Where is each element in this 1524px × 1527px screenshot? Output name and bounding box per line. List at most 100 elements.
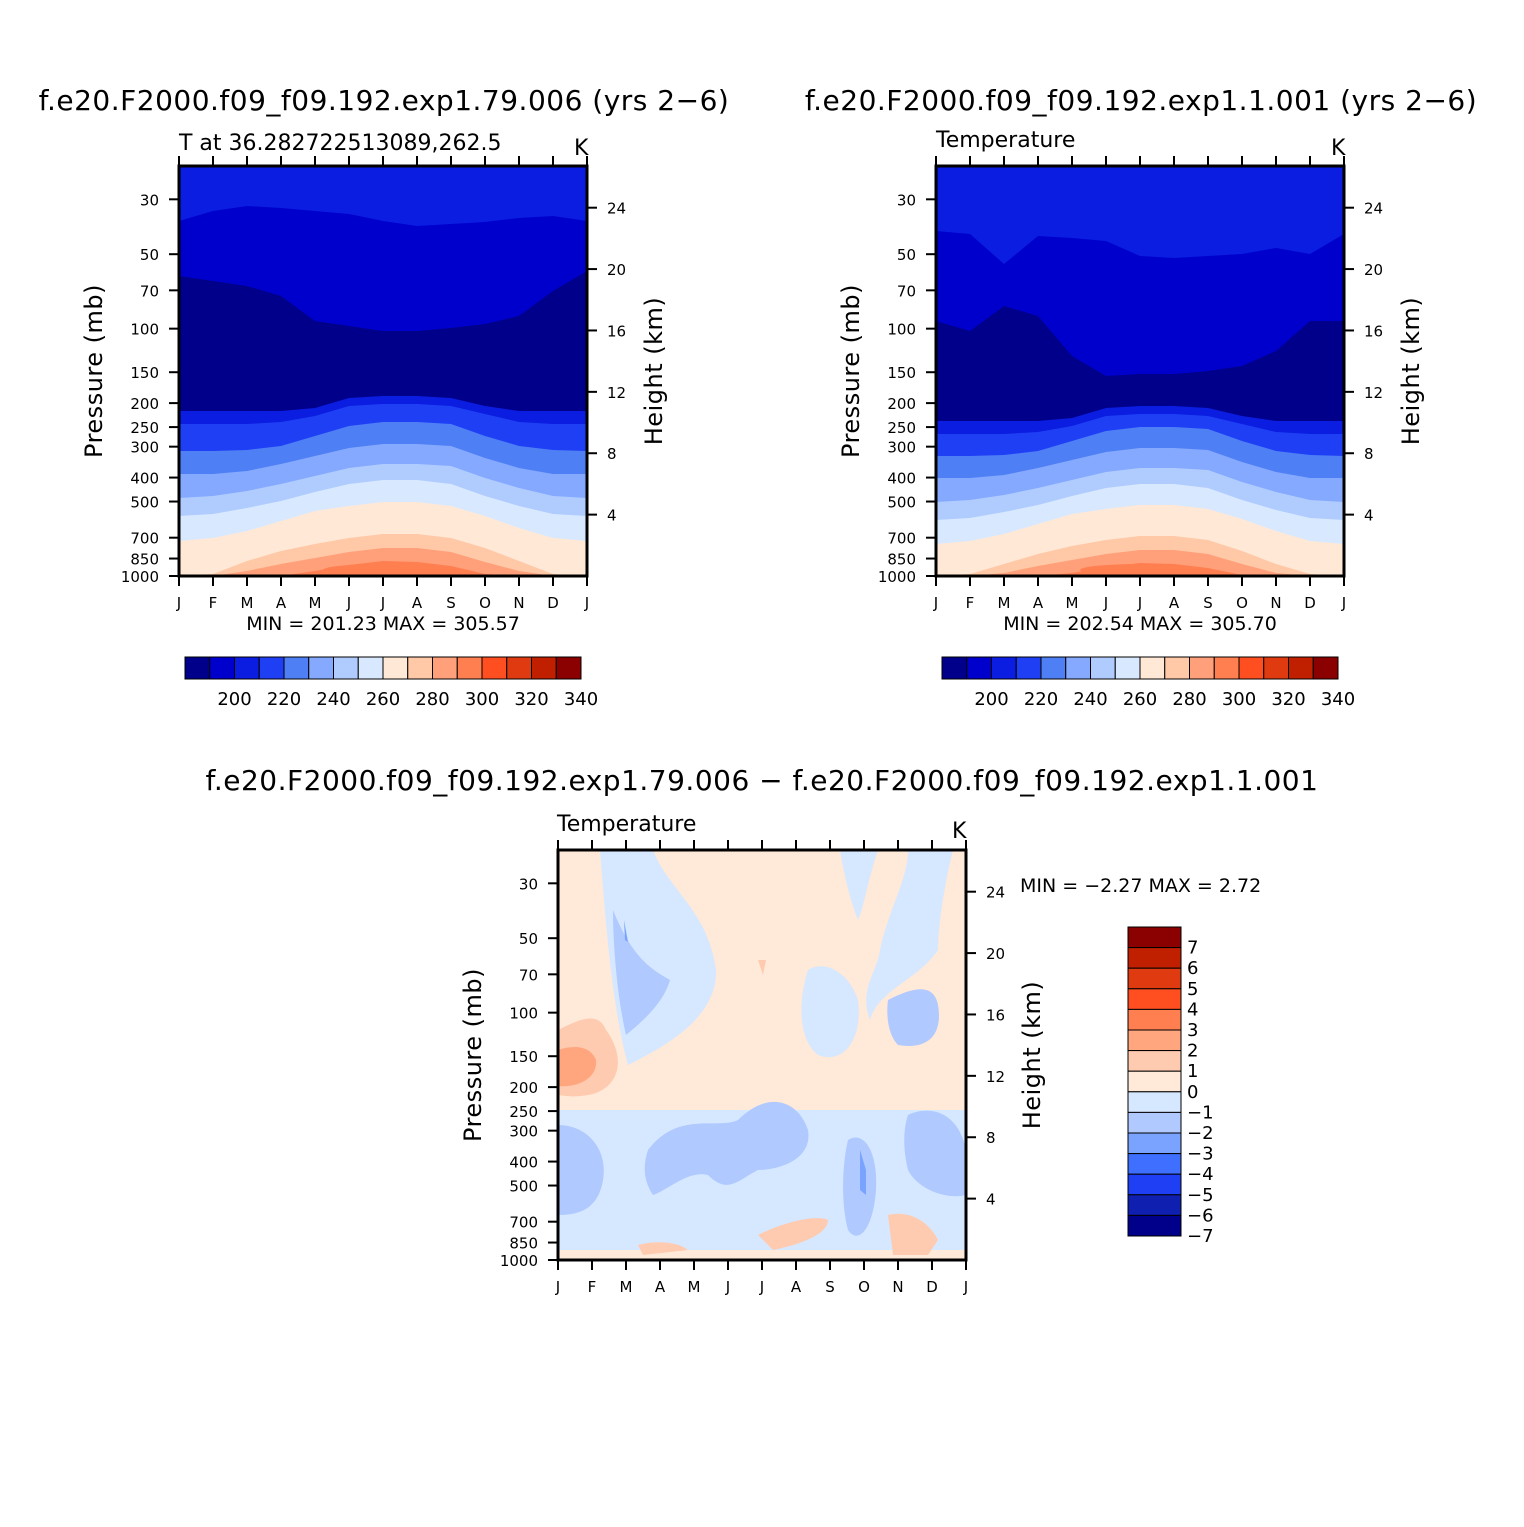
y-tick-label: 850 bbox=[130, 551, 159, 569]
colorbar-tick-label: 260 bbox=[366, 689, 400, 710]
x-tick-label: A bbox=[276, 594, 287, 612]
y-tick-label: 70 bbox=[897, 282, 916, 300]
colorbar-box bbox=[1127, 1194, 1182, 1216]
x-tick-label: D bbox=[1304, 594, 1316, 612]
panel-a-subtitle: T at 36.282722513089,262.5 bbox=[178, 131, 501, 156]
colorbar-tick-label: 220 bbox=[267, 689, 301, 710]
x-tick-label: M bbox=[688, 1278, 701, 1296]
x-tick-label: J bbox=[346, 594, 351, 612]
y-right-tick-label: 16 bbox=[986, 1006, 1005, 1024]
colorbar-tick-label: 280 bbox=[1172, 689, 1206, 710]
colorbar-box bbox=[1139, 656, 1166, 680]
y-right-tick-label: 20 bbox=[607, 261, 626, 279]
x-tick-label: O bbox=[479, 594, 491, 612]
y-right-tick-label: 24 bbox=[607, 200, 626, 218]
diff-region-cool-6 bbox=[801, 966, 859, 1058]
panel-model-b: f.e20.F2000.f09_f09.192.exp1.1.001 (yrs … bbox=[805, 84, 1477, 710]
colorbar-tick-label: 240 bbox=[1073, 689, 1107, 710]
y-tick-label: 150 bbox=[887, 364, 916, 382]
y-tick-label: 70 bbox=[140, 282, 159, 300]
colorbar-tick-label: 220 bbox=[1024, 689, 1058, 710]
y-tick-label: 70 bbox=[519, 966, 538, 984]
y-tick-label: 300 bbox=[887, 439, 916, 457]
y-tick-label: 850 bbox=[509, 1235, 538, 1253]
colorbar-tick-label: 200 bbox=[217, 689, 251, 710]
colorbar-tick-label: 340 bbox=[1321, 689, 1355, 710]
y-tick-label: 1000 bbox=[878, 568, 916, 586]
colorbar-tick-label: 6 bbox=[1187, 958, 1198, 979]
panel-c-minmax: MIN = −2.27 MAX = 2.72 bbox=[1020, 875, 1261, 897]
y-right-tick-label: 8 bbox=[607, 445, 617, 463]
colorbar-tick-label: 300 bbox=[1222, 689, 1256, 710]
panel-difference: f.e20.F2000.f09_f09.192.exp1.79.006 − f.… bbox=[206, 764, 1318, 1296]
y-tick-label: 300 bbox=[509, 1123, 538, 1141]
colorbar-box bbox=[1238, 656, 1265, 680]
colorbar-box bbox=[234, 656, 260, 680]
x-tick-label: M bbox=[309, 594, 322, 612]
x-tick-label: M bbox=[620, 1278, 633, 1296]
colorbar-tick-label: 280 bbox=[415, 689, 449, 710]
colorbar-tick-label: −3 bbox=[1187, 1144, 1214, 1165]
panel-b-ylabel-right: Height (km) bbox=[1397, 297, 1425, 445]
diff-region-cool-3 bbox=[624, 920, 628, 942]
x-tick-label: F bbox=[588, 1278, 597, 1296]
x-tick-label: A bbox=[1169, 594, 1180, 612]
y-right-tick-label: 8 bbox=[986, 1129, 996, 1147]
colorbar-box bbox=[382, 656, 409, 680]
colorbar-box bbox=[283, 656, 310, 680]
colorbar-tick-label: 7 bbox=[1187, 938, 1198, 959]
colorbar-box bbox=[184, 656, 211, 680]
colorbar-box bbox=[1127, 926, 1182, 949]
y-tick-label: 100 bbox=[509, 1005, 538, 1023]
y-tick-label: 200 bbox=[509, 1079, 538, 1097]
colorbar-box bbox=[1263, 656, 1289, 680]
panel-b-units: K bbox=[1331, 136, 1346, 161]
colorbar-box bbox=[258, 656, 285, 680]
colorbar-box bbox=[209, 656, 235, 680]
colorbar-tick-label: 4 bbox=[1187, 999, 1198, 1020]
y-right-tick-label: 4 bbox=[1364, 507, 1374, 525]
y-right-tick-label: 4 bbox=[986, 1191, 996, 1209]
diff-region-cool-5 bbox=[866, 850, 953, 1020]
panel-b-axes: J F M A M J J A S O N D J 30 50 70 100 150 200 250 300 400 500… bbox=[878, 156, 1383, 612]
panel-c-ylabel: Pressure (mb) bbox=[459, 968, 487, 1142]
y-tick-label: 150 bbox=[130, 364, 159, 382]
y-tick-label: 150 bbox=[509, 1048, 538, 1066]
colorbar-box bbox=[991, 656, 1017, 680]
colorbar-box bbox=[308, 656, 334, 680]
x-tick-label: J bbox=[963, 1278, 968, 1296]
panel-b-title: f.e20.F2000.f09_f09.192.exp1.1.001 (yrs … bbox=[805, 84, 1477, 117]
y-tick-label: 1000 bbox=[121, 568, 159, 586]
y-tick-label: 30 bbox=[519, 875, 538, 893]
panel-c-ylabel-right: Height (km) bbox=[1018, 981, 1046, 1129]
x-tick-label: A bbox=[655, 1278, 666, 1296]
y-tick-label: 500 bbox=[509, 1178, 538, 1196]
panel-c-units: K bbox=[952, 819, 967, 844]
colorbar-box bbox=[1288, 656, 1314, 680]
colorbar-box bbox=[941, 656, 968, 680]
diff-cool-core bbox=[860, 1150, 866, 1195]
y-tick-label: 400 bbox=[887, 470, 916, 488]
colorbar-tick-label: 2 bbox=[1187, 1041, 1198, 1062]
y-right-tick-label: 8 bbox=[1364, 445, 1374, 463]
colorbar-box bbox=[1127, 1091, 1182, 1113]
y-tick-label: 300 bbox=[130, 439, 159, 457]
colorbar-tick-label: 320 bbox=[1271, 689, 1305, 710]
x-tick-label: D bbox=[547, 594, 559, 612]
colorbar-box bbox=[1127, 1153, 1182, 1175]
x-tick-label: J bbox=[1137, 594, 1142, 612]
colorbar-tick-label: 320 bbox=[514, 689, 548, 710]
colorbar-tick-label: 0 bbox=[1187, 1082, 1198, 1103]
colorbar-box bbox=[1312, 656, 1339, 680]
y-right-tick-label: 20 bbox=[1364, 261, 1383, 279]
panel-b-ylabel: Pressure (mb) bbox=[837, 284, 865, 458]
y-tick-label: 50 bbox=[140, 246, 159, 264]
y-tick-label: 250 bbox=[130, 419, 159, 437]
y-tick-label: 100 bbox=[887, 321, 916, 339]
colorbar-tick-label: −4 bbox=[1187, 1164, 1214, 1185]
x-tick-label: J bbox=[380, 594, 385, 612]
y-tick-label: 100 bbox=[130, 321, 159, 339]
x-tick-label: S bbox=[825, 1278, 835, 1296]
contour-core bbox=[1080, 564, 1200, 576]
